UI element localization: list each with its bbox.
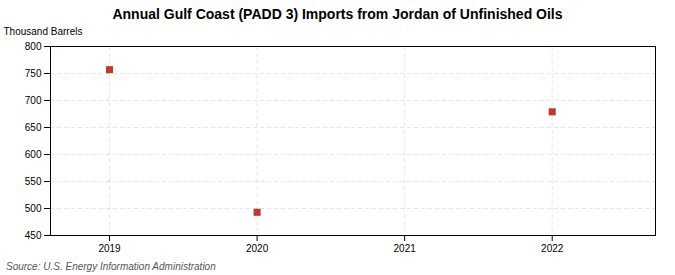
svg-text:500: 500 [25,203,42,214]
svg-text:600: 600 [25,149,42,160]
svg-text:2020: 2020 [246,243,269,254]
svg-text:450: 450 [25,230,42,241]
html-text:Annual Gulf Coast (PADD 3) Imp: Annual Gulf Coast (PADD 3) Imports from … [112,6,563,22]
svg-text:750: 750 [25,68,42,79]
svg-text:2019: 2019 [98,243,121,254]
svg-text:650: 650 [25,122,42,133]
svg-text:550: 550 [25,176,42,187]
svg-text:700: 700 [25,95,42,106]
svg-text:800: 800 [25,41,42,52]
svg-text:Thousand Barrels: Thousand Barrels [4,26,83,37]
html-text:Source: U.S. Energy Informatio: Source: U.S. Energy Information Administ… [6,261,216,272]
svg-text:2022: 2022 [541,243,564,254]
svg-text:2021: 2021 [394,243,417,254]
